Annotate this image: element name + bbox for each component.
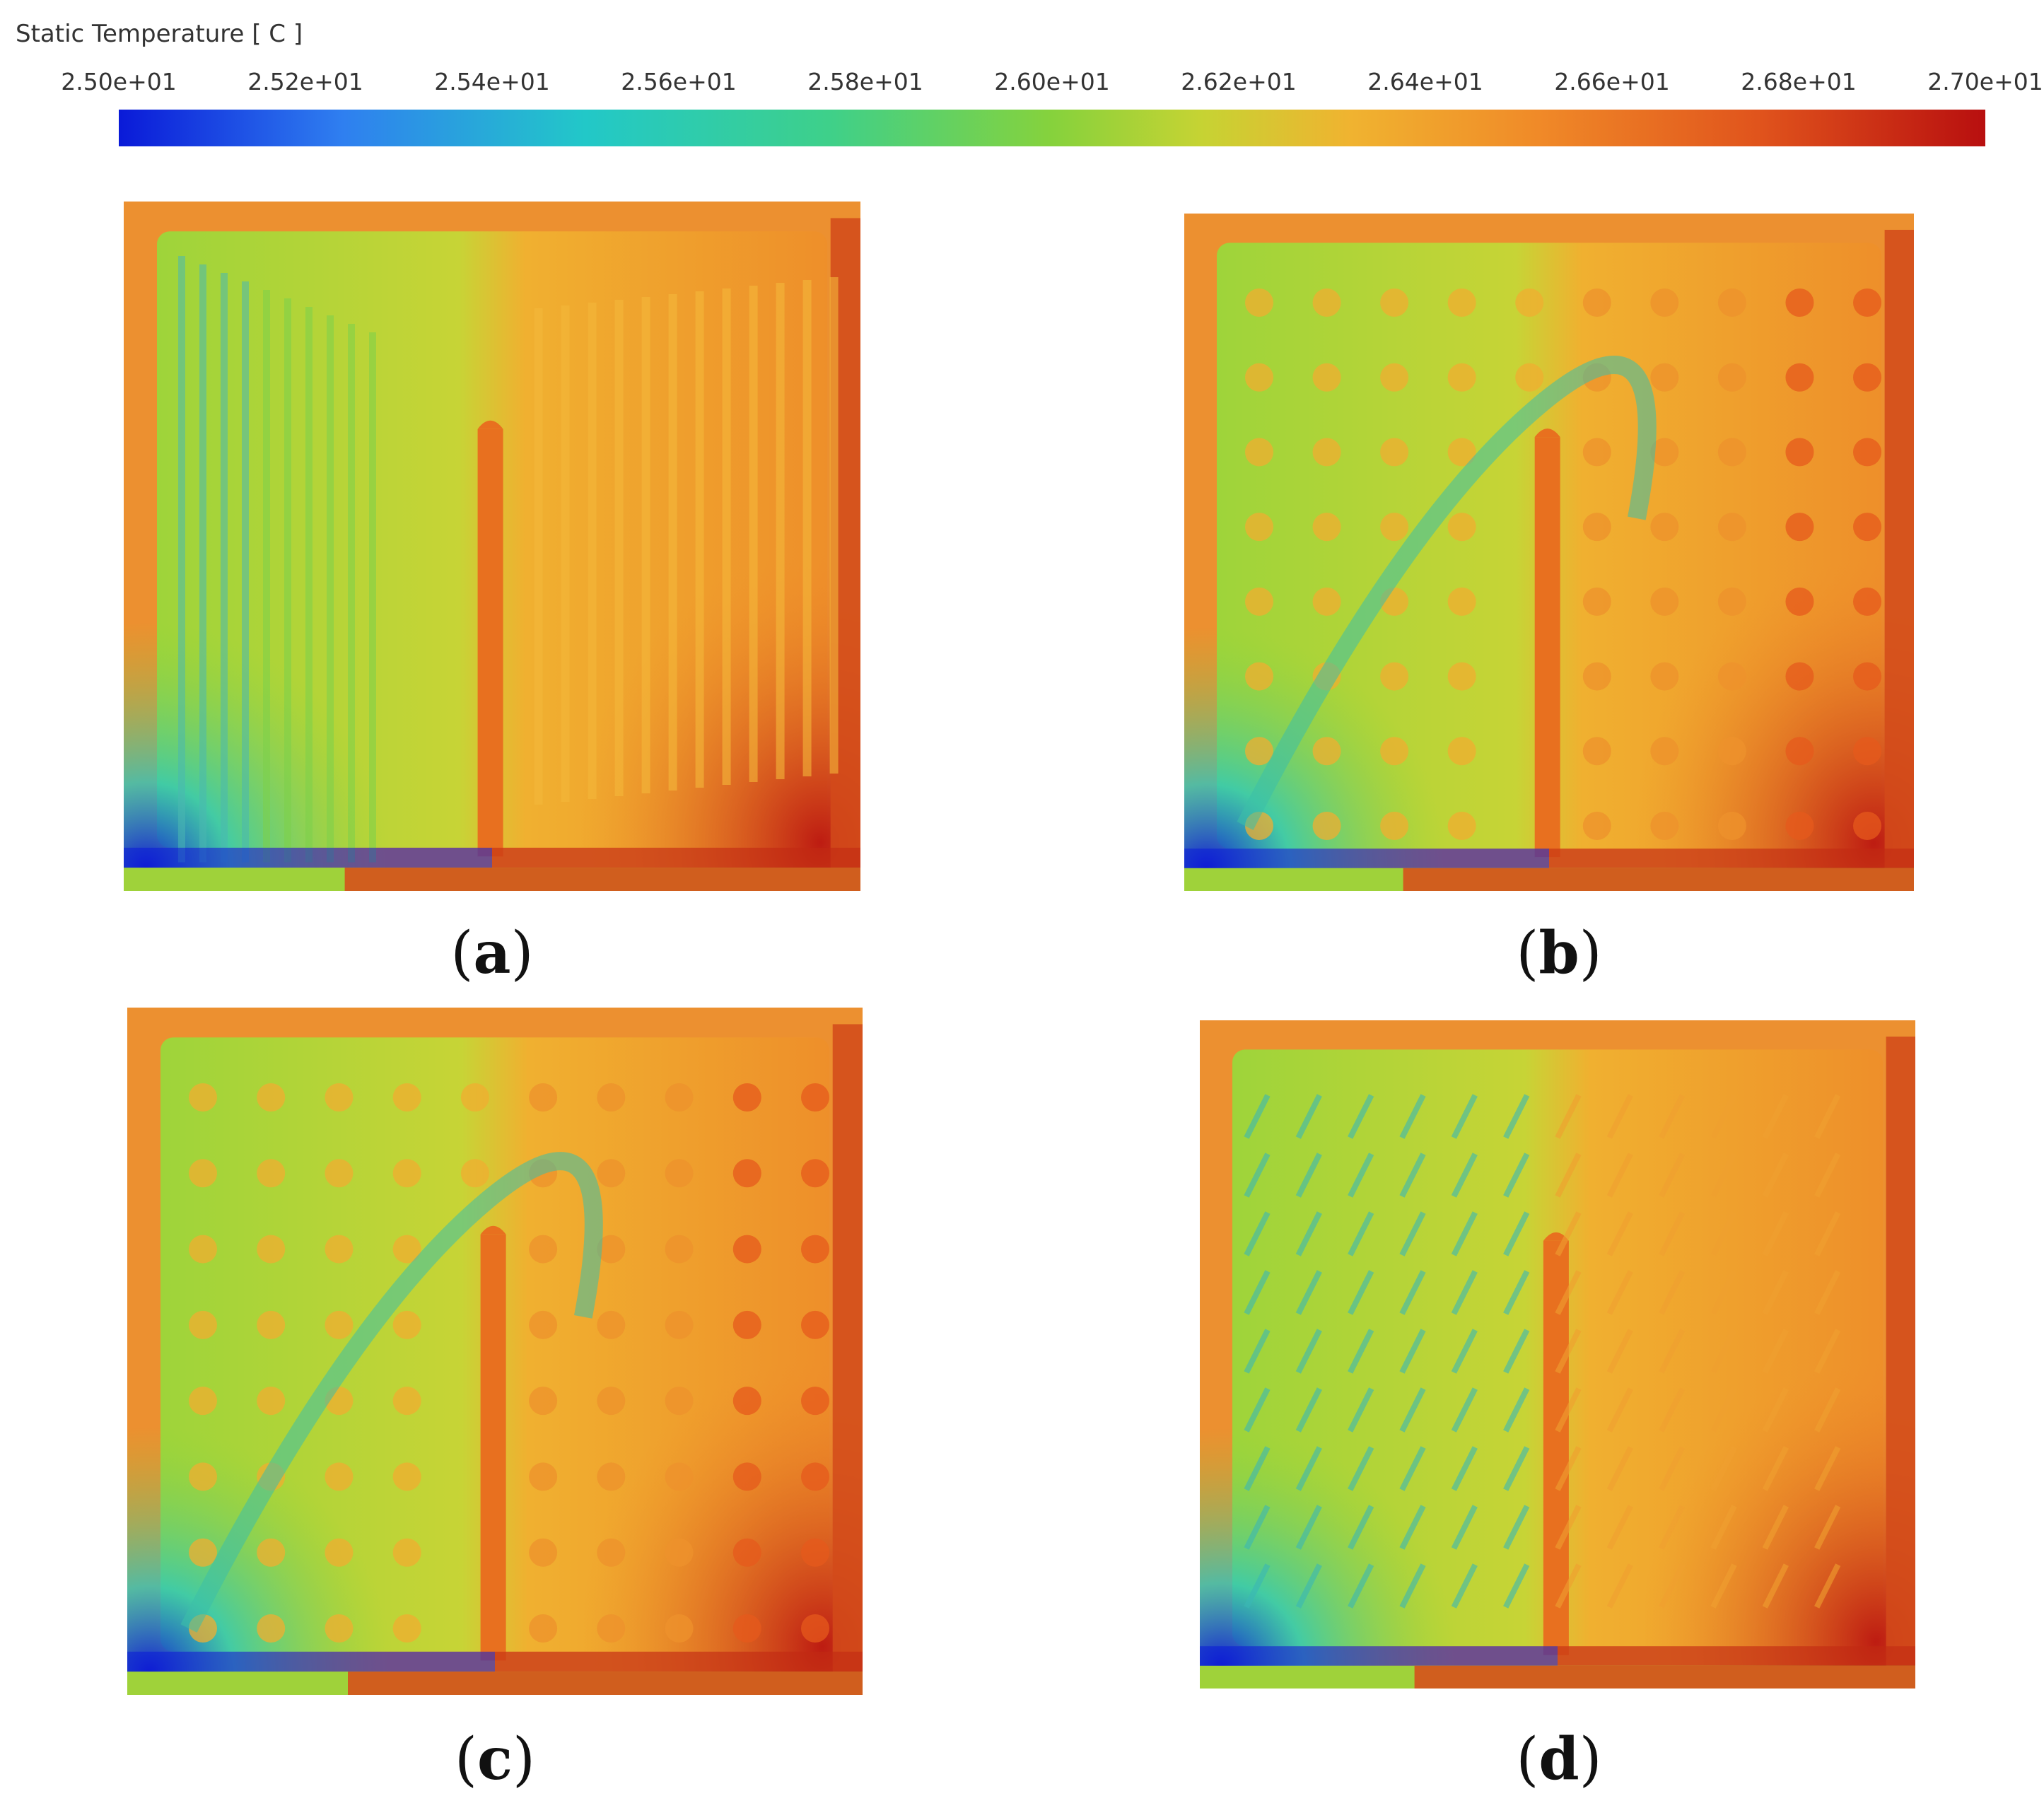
temperature-contour-b — [1184, 214, 1914, 891]
legend-title: Static Temperature [ C ] — [16, 20, 303, 48]
contour-panel-b — [1184, 214, 1914, 891]
contour-panel-c — [127, 1008, 863, 1695]
legend-tick: 2.68e+01 — [1741, 68, 1857, 95]
panel-caption-b: (b) — [1516, 919, 1602, 987]
legend-tick: 2.60e+01 — [994, 68, 1110, 95]
legend-tick: 2.54e+01 — [434, 68, 550, 95]
temperature-contour-d — [1200, 1020, 1915, 1689]
legend-tick: 2.66e+01 — [1554, 68, 1670, 95]
panel-caption-a: (a) — [450, 919, 534, 987]
legend-tick: 2.58e+01 — [807, 68, 923, 95]
legend-tick: 2.64e+01 — [1367, 68, 1483, 95]
legend-tick: 2.52e+01 — [247, 68, 363, 95]
contour-panel-a — [124, 202, 860, 891]
legend-tick: 2.50e+01 — [61, 68, 177, 95]
legend-tick: 2.56e+01 — [621, 68, 737, 95]
panel-caption-c: (c) — [455, 1725, 535, 1793]
temperature-contour-a — [124, 202, 860, 891]
temperature-contour-c — [127, 1008, 863, 1695]
legend-tick: 2.70e+01 — [1927, 68, 2043, 95]
legend-tick: 2.62e+01 — [1181, 68, 1297, 95]
panel-caption-d: (d) — [1516, 1725, 1602, 1793]
colorbar-gradient — [119, 110, 1985, 146]
contour-panel-d — [1200, 1020, 1915, 1689]
